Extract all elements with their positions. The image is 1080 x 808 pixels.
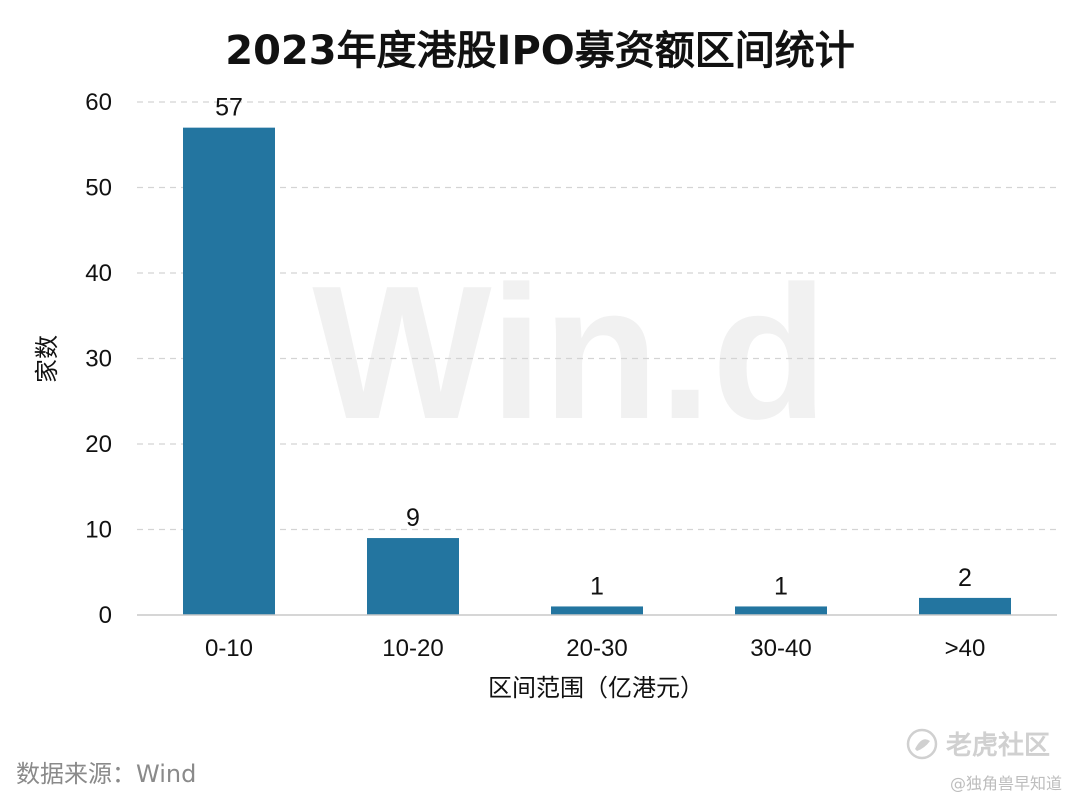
x-tick-label: 30-40 <box>750 635 811 662</box>
bar-data-label: 2 <box>958 564 972 592</box>
bar-data-label: 1 <box>590 572 604 600</box>
y-axis-label: 家数 <box>33 335 61 383</box>
x-tick-label: 20-30 <box>566 635 627 662</box>
bar-data-label: 57 <box>215 94 243 122</box>
brand-logo-glyph <box>915 739 930 751</box>
brand-logo: 老虎社区 <box>906 728 1050 761</box>
x-tick-label: 0-10 <box>205 635 253 662</box>
bar-data-label: 1 <box>774 572 788 600</box>
bar-data-labels: 57 9 1 1 2 <box>215 94 972 601</box>
bar <box>735 606 827 615</box>
x-tick-label: >40 <box>945 635 986 662</box>
x-tick-label: 10-20 <box>382 635 443 662</box>
y-tick-label: 60 <box>85 89 112 116</box>
source-note: 数据来源：Wind <box>16 760 196 788</box>
x-tick-labels: 0-10 10-20 20-30 30-40 >40 <box>205 635 985 662</box>
bar <box>183 127 275 616</box>
watermark-text: Win.d <box>312 247 827 459</box>
brand-name: 老虎社区 <box>946 730 1050 761</box>
bar <box>551 606 643 615</box>
y-tick-label: 50 <box>85 175 112 202</box>
bar <box>919 597 1011 615</box>
bar <box>367 538 459 615</box>
y-tick-label: 20 <box>85 431 112 458</box>
y-tick-label: 40 <box>85 260 112 287</box>
chart-title: 2023年度港股IPO募资额区间统计 <box>225 28 855 74</box>
y-tick-label: 10 <box>85 517 112 544</box>
y-tick-labels: 0 10 20 30 40 50 60 <box>85 89 112 629</box>
bar-data-label: 9 <box>406 504 420 532</box>
x-axis-label: 区间范围（亿港元） <box>488 674 704 702</box>
brand-credit: @独角兽早知道 <box>950 774 1062 793</box>
y-tick-label: 30 <box>85 346 112 373</box>
brand-logo-icon <box>906 728 938 760</box>
y-tick-label: 0 <box>99 602 112 629</box>
bar-series <box>183 127 1011 616</box>
